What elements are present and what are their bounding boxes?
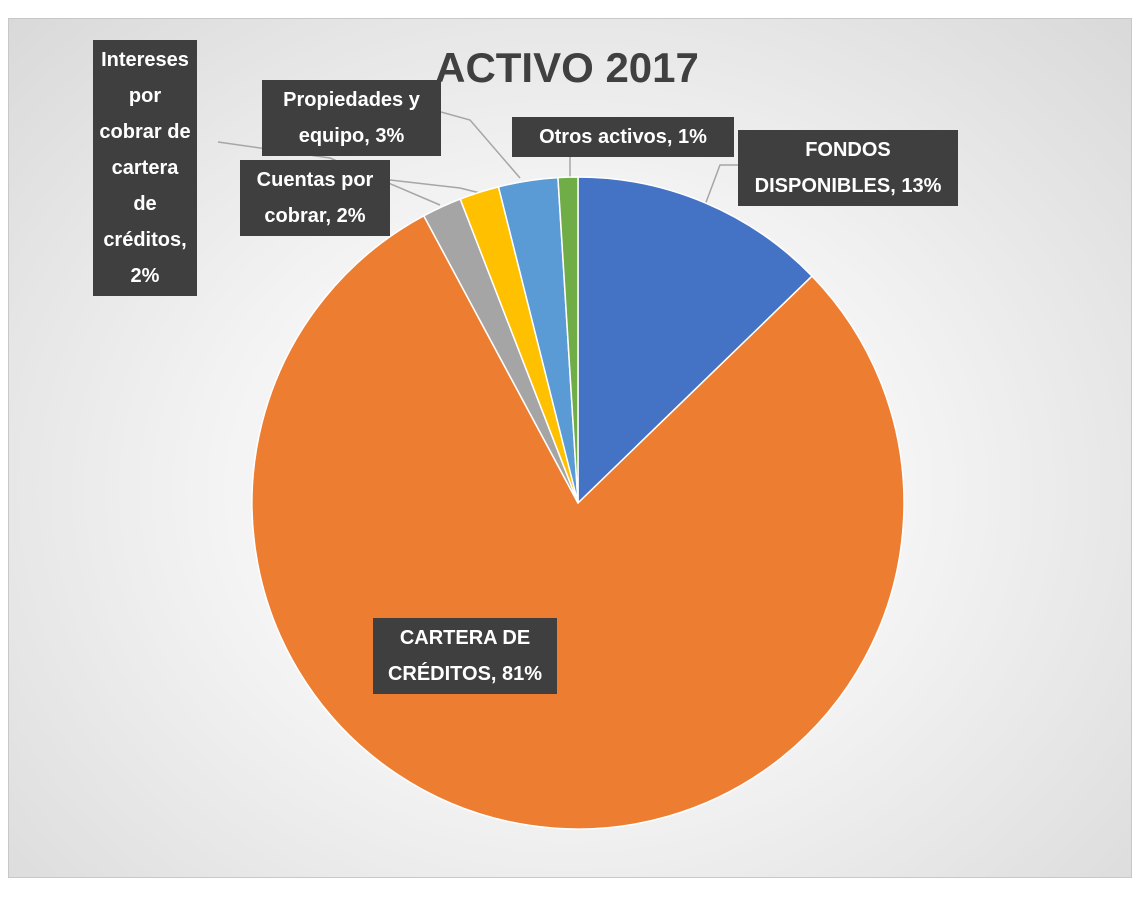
leader-lines [217, 111, 738, 206]
chart-title: ACTIVO 2017 [435, 44, 699, 91]
data-label: CARTERA DE CRÉDITOS, 81% [373, 618, 557, 694]
leader-line [440, 111, 521, 179]
data-label: Cuentas por cobrar, 2% [240, 160, 390, 236]
leader-line [389, 179, 481, 194]
data-label: Intereses por cobrar de cartera de crédi… [93, 40, 197, 296]
data-label: FONDOS DISPONIBLES, 13% [738, 130, 958, 206]
data-label: Propiedades y equipo, 3% [262, 80, 441, 156]
leader-line [217, 141, 441, 206]
leader-line [704, 164, 738, 206]
pie-slice [557, 176, 579, 504]
pie-slice [577, 176, 814, 505]
data-label: Otros activos, 1% [512, 117, 734, 157]
